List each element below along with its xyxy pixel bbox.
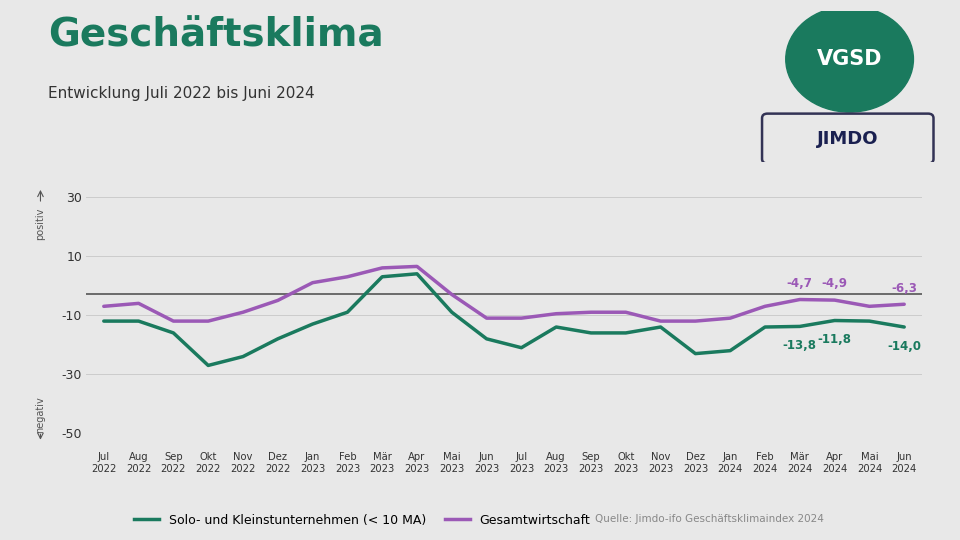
Text: -6,3: -6,3 <box>891 281 917 294</box>
Text: negativ: negativ <box>36 396 45 433</box>
Text: -4,9: -4,9 <box>822 278 848 291</box>
PathPatch shape <box>791 102 822 109</box>
Legend: Solo- und Kleinstunternehmen (< 10 MA), Gesamtwirtschaft: Solo- und Kleinstunternehmen (< 10 MA), … <box>129 509 595 532</box>
Text: Geschäftsklima: Geschäftsklima <box>48 16 384 54</box>
Text: Entwicklung Juli 2022 bis Juni 2024: Entwicklung Juli 2022 bis Juni 2024 <box>48 86 315 102</box>
Text: VGSD: VGSD <box>817 49 882 69</box>
Text: -14,0: -14,0 <box>887 340 922 353</box>
Text: -11,8: -11,8 <box>818 333 852 346</box>
Circle shape <box>786 6 914 112</box>
FancyBboxPatch shape <box>762 113 933 164</box>
Text: -4,7: -4,7 <box>786 277 812 290</box>
Text: JIMDO: JIMDO <box>817 130 878 147</box>
Text: Quelle: Jimdo-ifo Geschäftsklimaindex 2024: Quelle: Jimdo-ifo Geschäftsklimaindex 20… <box>595 514 824 524</box>
Text: -13,8: -13,8 <box>782 339 816 352</box>
Text: positiv: positiv <box>36 207 45 240</box>
